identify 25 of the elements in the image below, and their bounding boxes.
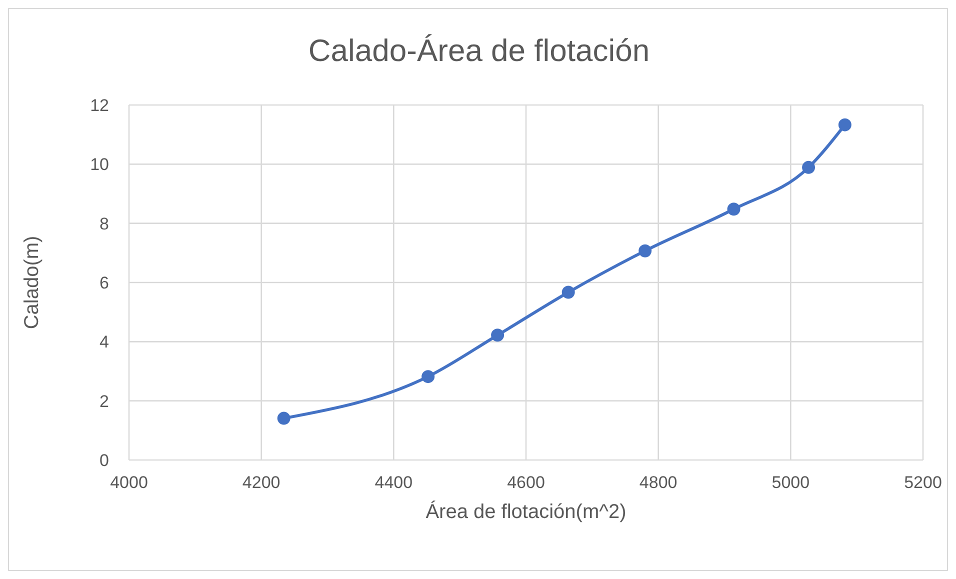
y-axis-title: Calado(m) bbox=[21, 236, 44, 330]
y-tick-label: 10 bbox=[90, 155, 109, 174]
point bbox=[277, 412, 290, 425]
y-tick-label: 0 bbox=[100, 451, 109, 470]
point bbox=[422, 370, 435, 384]
x-tick-label: 5000 bbox=[772, 473, 810, 492]
point bbox=[638, 244, 652, 258]
x-tick-label: 4000 bbox=[110, 473, 148, 492]
point bbox=[491, 328, 504, 342]
y-tick-label: 6 bbox=[100, 274, 109, 293]
point bbox=[727, 202, 740, 216]
x-axis-title: Área de flotación(m^2) bbox=[426, 500, 626, 523]
x-tick-label: 4600 bbox=[507, 473, 545, 492]
point bbox=[802, 160, 816, 174]
y-tick-label: 8 bbox=[100, 214, 109, 234]
x-tick-label: 4400 bbox=[374, 473, 413, 492]
point bbox=[562, 286, 575, 299]
y-tick-label: 12 bbox=[90, 96, 109, 116]
chart-title: Calado-Área de flotación bbox=[307, 33, 651, 69]
x-tick-label: 4200 bbox=[242, 473, 280, 492]
y-tick-label: 4 bbox=[100, 332, 109, 352]
x-tick-label: 5200 bbox=[904, 473, 942, 492]
point bbox=[838, 118, 852, 132]
y-tick-label: 2 bbox=[100, 392, 109, 411]
x-tick-label: 4800 bbox=[639, 473, 678, 492]
